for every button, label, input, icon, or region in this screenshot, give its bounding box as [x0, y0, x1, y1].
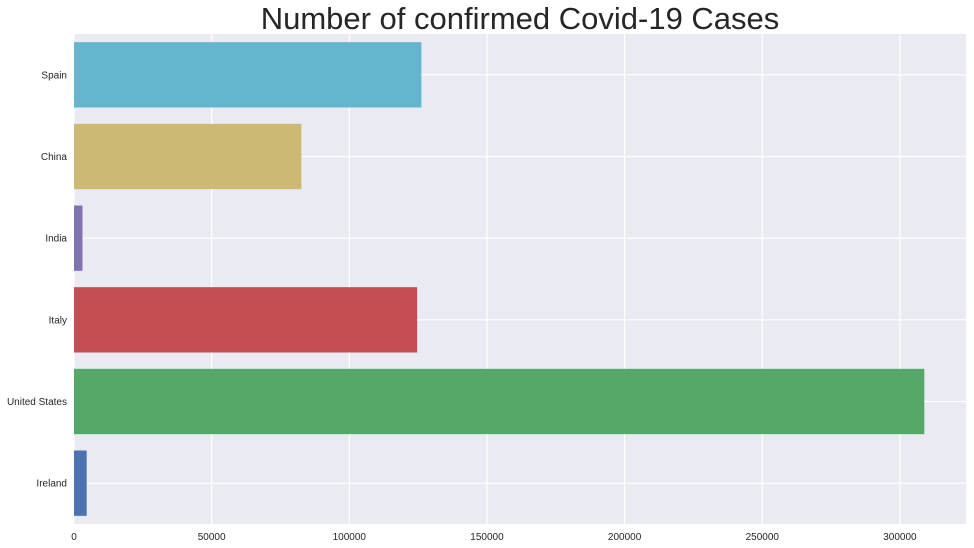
- y-tick-label: India: [45, 234, 67, 245]
- chart-title: Number of confirmed Covid-19 Cases: [261, 1, 780, 36]
- bar-china: [74, 123, 302, 190]
- bar-india: [74, 205, 83, 271]
- y-axis-tick-labels: Spain China India Italy United States Ireland: [7, 70, 67, 489]
- y-tick-label: Italy: [49, 315, 67, 326]
- bar-italy: [74, 287, 418, 353]
- x-tick-label: 300000: [883, 532, 917, 543]
- x-tick-label: 0: [71, 532, 77, 543]
- x-tick-label: 250000: [746, 532, 780, 543]
- y-tick-label: Ireland: [36, 479, 67, 490]
- plot-area: [74, 34, 966, 524]
- y-tick-label: United States: [7, 397, 67, 408]
- y-tick-label: Spain: [41, 70, 67, 81]
- bar-spain: [74, 42, 422, 108]
- bar-ireland: [74, 450, 87, 516]
- y-tick-label: China: [41, 152, 68, 163]
- x-tick-label: 100000: [333, 532, 367, 543]
- bars: [74, 42, 925, 516]
- x-tick-label: 150000: [470, 532, 504, 543]
- x-tick-label: 50000: [198, 532, 226, 543]
- bar-united-states: [74, 368, 925, 435]
- x-tick-label: 200000: [608, 532, 642, 543]
- x-axis-tick-labels: 0 50000 100000 150000 200000 250000 300000: [71, 532, 917, 543]
